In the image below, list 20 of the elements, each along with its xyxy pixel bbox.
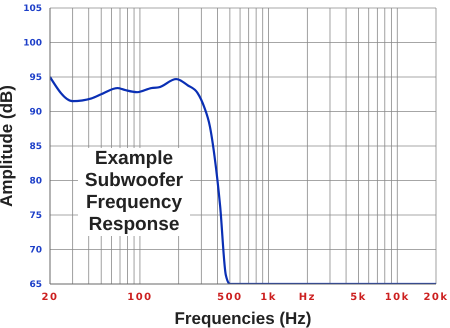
x-tick-label: 500 xyxy=(217,292,243,303)
y-tick-label: 90 xyxy=(29,108,42,118)
x-tick-label: 100 xyxy=(127,292,153,303)
y-tick-label: 100 xyxy=(23,38,42,49)
y-axis-title: Amplitude (dB) xyxy=(0,85,16,207)
x-tick-label: 1k xyxy=(260,292,277,303)
y-tick-label: 85 xyxy=(29,142,42,152)
x-axis-title: Frequencies (Hz) xyxy=(174,309,312,328)
y-tick-label: 95 xyxy=(29,73,42,84)
x-tick-label: 5k xyxy=(350,292,367,303)
annotation: Example Subwoofer Frequency Response xyxy=(78,148,190,236)
x-tick-label: 20k xyxy=(423,292,449,303)
y-tick-label: 80 xyxy=(29,176,42,187)
y-tick-label: 65 xyxy=(29,280,42,290)
y-tick-label: 105 xyxy=(23,4,42,14)
y-tick-label: 70 xyxy=(29,246,42,256)
x-tick-label: 10k xyxy=(384,292,410,303)
x-tick-label: 20 xyxy=(42,292,58,303)
y-tick-label: 75 xyxy=(29,211,42,222)
x-tick-label: Hz xyxy=(298,292,316,303)
